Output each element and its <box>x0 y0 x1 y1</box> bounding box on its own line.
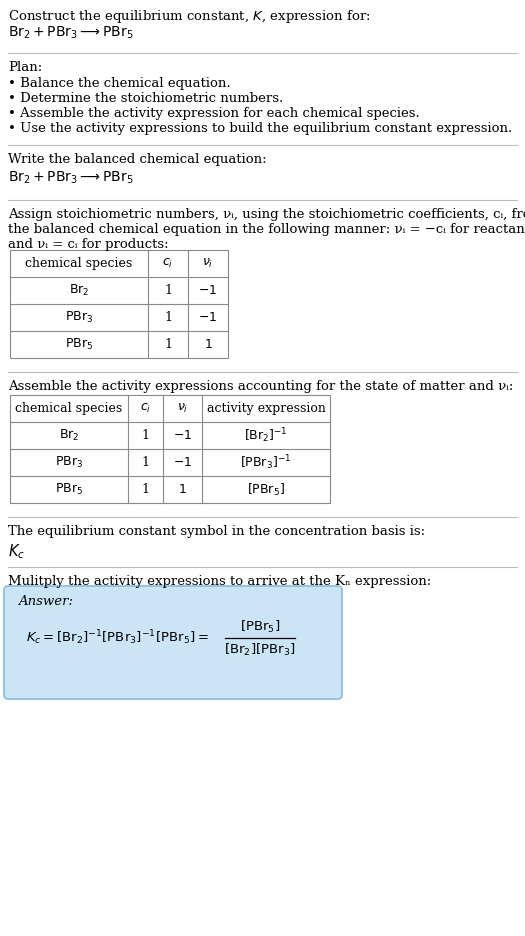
Text: $\nu_i$: $\nu_i$ <box>202 257 214 271</box>
Text: 1: 1 <box>142 456 150 469</box>
Text: 1: 1 <box>164 284 172 297</box>
Text: • Balance the chemical equation.: • Balance the chemical equation. <box>8 77 230 90</box>
Text: $\mathrm{PBr_3}$: $\mathrm{PBr_3}$ <box>55 455 83 470</box>
Text: Assemble the activity expressions accounting for the state of matter and νᵢ:: Assemble the activity expressions accoun… <box>8 380 513 393</box>
Text: $1$: $1$ <box>204 338 213 351</box>
Text: $[\mathrm{PBr_5}]$: $[\mathrm{PBr_5}]$ <box>247 481 285 498</box>
Text: • Assemble the activity expression for each chemical species.: • Assemble the activity expression for e… <box>8 107 420 120</box>
Text: $\mathrm{Br_2}$: $\mathrm{Br_2}$ <box>69 283 89 298</box>
Text: chemical species: chemical species <box>15 402 123 415</box>
Text: activity expression: activity expression <box>206 402 326 415</box>
Text: Mulitply the activity expressions to arrive at the Kₙ expression:: Mulitply the activity expressions to arr… <box>8 575 431 588</box>
Text: 1: 1 <box>142 483 150 496</box>
Text: $-1$: $-1$ <box>173 429 192 442</box>
Text: 1: 1 <box>164 338 172 351</box>
Text: $c_i$: $c_i$ <box>140 402 151 415</box>
Text: The equilibrium constant symbol in the concentration basis is:: The equilibrium constant symbol in the c… <box>8 525 425 538</box>
Text: 1: 1 <box>164 311 172 324</box>
Bar <box>10 250 228 358</box>
Text: $\mathrm{Br_2 + PBr_3 \longrightarrow PBr_5}$: $\mathrm{Br_2 + PBr_3 \longrightarrow PB… <box>8 25 134 41</box>
Text: Construct the equilibrium constant, $K$, expression for:: Construct the equilibrium constant, $K$,… <box>8 8 371 25</box>
Text: the balanced chemical equation in the following manner: νᵢ = −cᵢ for reactants: the balanced chemical equation in the fo… <box>8 223 525 236</box>
Text: $[\mathrm{PBr_3}]^{-1}$: $[\mathrm{PBr_3}]^{-1}$ <box>240 453 291 472</box>
Text: $-1$: $-1$ <box>173 456 192 469</box>
Text: $-1$: $-1$ <box>198 311 217 324</box>
Text: $-1$: $-1$ <box>198 284 217 297</box>
Text: $K_c = [\mathrm{Br_2}]^{-1}[\mathrm{PBr_3}]^{-1}[\mathrm{PBr_5}] =$: $K_c = [\mathrm{Br_2}]^{-1}[\mathrm{PBr_… <box>26 629 208 648</box>
FancyBboxPatch shape <box>4 586 342 699</box>
Text: $c_i$: $c_i$ <box>162 257 174 271</box>
Text: $K_c$: $K_c$ <box>8 542 25 561</box>
Text: • Determine the stoichiometric numbers.: • Determine the stoichiometric numbers. <box>8 92 284 105</box>
Text: $\mathrm{Br_2 + PBr_3 \longrightarrow PBr_5}$: $\mathrm{Br_2 + PBr_3 \longrightarrow PB… <box>8 170 134 186</box>
Text: Assign stoichiometric numbers, νᵢ, using the stoichiometric coefficients, cᵢ, fr: Assign stoichiometric numbers, νᵢ, using… <box>8 208 525 221</box>
Text: • Use the activity expressions to build the equilibrium constant expression.: • Use the activity expressions to build … <box>8 122 512 135</box>
Text: $\nu_i$: $\nu_i$ <box>177 402 188 415</box>
Text: $[\mathrm{Br_2}]^{-1}$: $[\mathrm{Br_2}]^{-1}$ <box>244 426 288 445</box>
Text: 1: 1 <box>142 429 150 442</box>
Text: and νᵢ = cᵢ for products:: and νᵢ = cᵢ for products: <box>8 238 169 251</box>
Bar <box>10 395 330 503</box>
Text: Answer:: Answer: <box>18 595 73 608</box>
Text: $[\mathrm{Br_2}][\mathrm{PBr_3}]$: $[\mathrm{Br_2}][\mathrm{PBr_3}]$ <box>224 642 296 658</box>
Text: $1$: $1$ <box>178 483 187 496</box>
Text: $\mathrm{PBr_5}$: $\mathrm{PBr_5}$ <box>65 337 93 352</box>
Text: Plan:: Plan: <box>8 61 42 74</box>
Text: $\mathrm{Br_2}$: $\mathrm{Br_2}$ <box>59 428 79 443</box>
Text: $[\mathrm{PBr_5}]$: $[\mathrm{PBr_5}]$ <box>240 619 280 635</box>
Text: $\mathrm{PBr_3}$: $\mathrm{PBr_3}$ <box>65 310 93 325</box>
Text: Write the balanced chemical equation:: Write the balanced chemical equation: <box>8 153 267 166</box>
Text: chemical species: chemical species <box>25 257 133 270</box>
Text: $\mathrm{PBr_5}$: $\mathrm{PBr_5}$ <box>55 482 83 497</box>
